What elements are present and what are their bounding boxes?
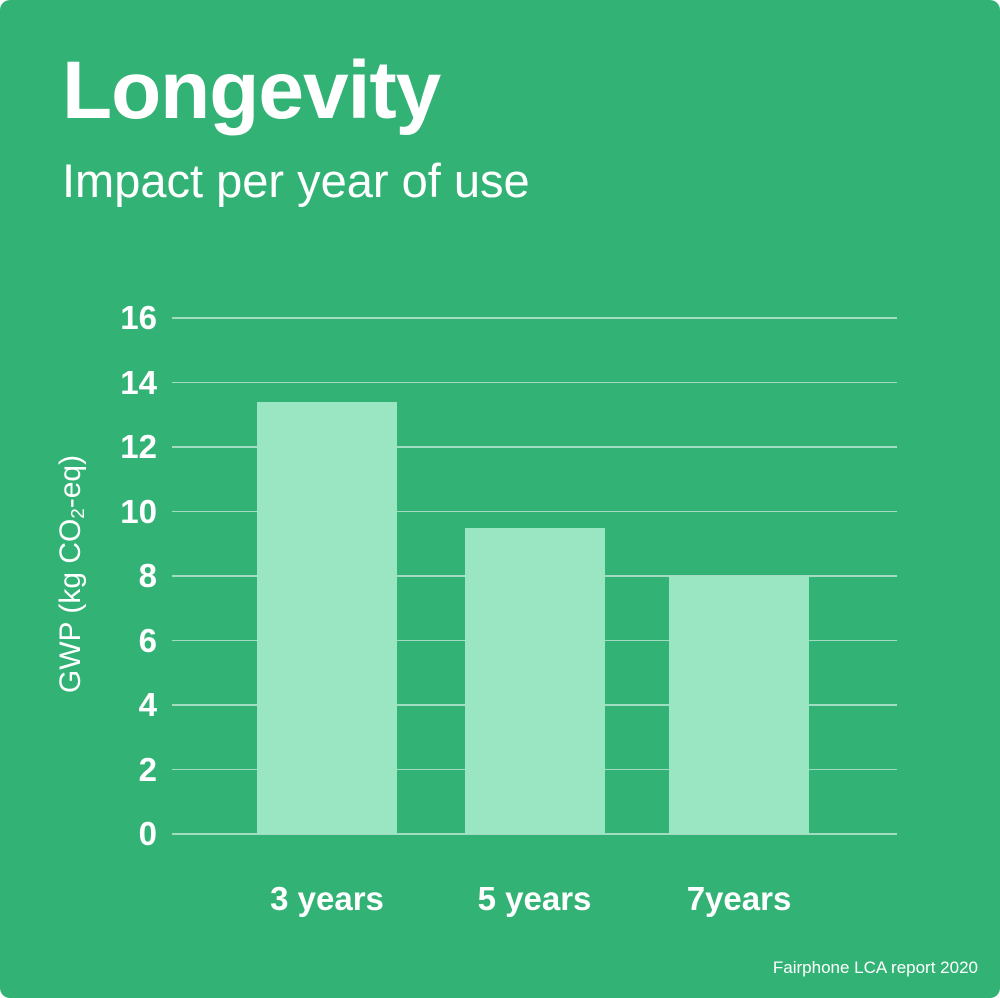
source-credit: Fairphone LCA report 2020 bbox=[772, 958, 978, 977]
y-tick-label-4: 4 bbox=[138, 686, 157, 723]
page-subtitle: Impact per year of use bbox=[62, 154, 530, 207]
gridline-y-10 bbox=[172, 510, 897, 513]
y-tick-label-16: 16 bbox=[120, 299, 157, 336]
x-label-7years: 7years bbox=[686, 880, 792, 917]
x-label-5-years: 5 years bbox=[477, 880, 592, 917]
y-tick-label-2: 2 bbox=[138, 750, 157, 788]
y-tick-label-8: 8 bbox=[138, 557, 157, 594]
x-label-3-years: 3 years bbox=[270, 880, 384, 917]
bar-7years bbox=[669, 576, 809, 834]
gridline-y-12 bbox=[172, 446, 897, 448]
y-tick-label-14: 14 bbox=[120, 363, 157, 401]
gridline-y-0 bbox=[172, 833, 897, 835]
page-title: Longevity bbox=[62, 45, 441, 136]
y-tick-label-10: 10 bbox=[120, 492, 157, 530]
gridline-y-16 bbox=[172, 317, 897, 319]
y-tick-label-6: 6 bbox=[138, 621, 157, 659]
y-axis-label-pre: GWP (kg CO bbox=[54, 518, 87, 694]
y-tick-label-0: 0 bbox=[138, 815, 157, 852]
bar-5-years bbox=[464, 527, 605, 834]
y-tick-label-12: 12 bbox=[120, 428, 157, 465]
gridline-y-14 bbox=[172, 381, 897, 384]
bar-3-years bbox=[257, 401, 397, 834]
plot-area: 0 2 4 6 8 10 12 14 16 3 years 5 years 7years bbox=[120, 299, 897, 917]
